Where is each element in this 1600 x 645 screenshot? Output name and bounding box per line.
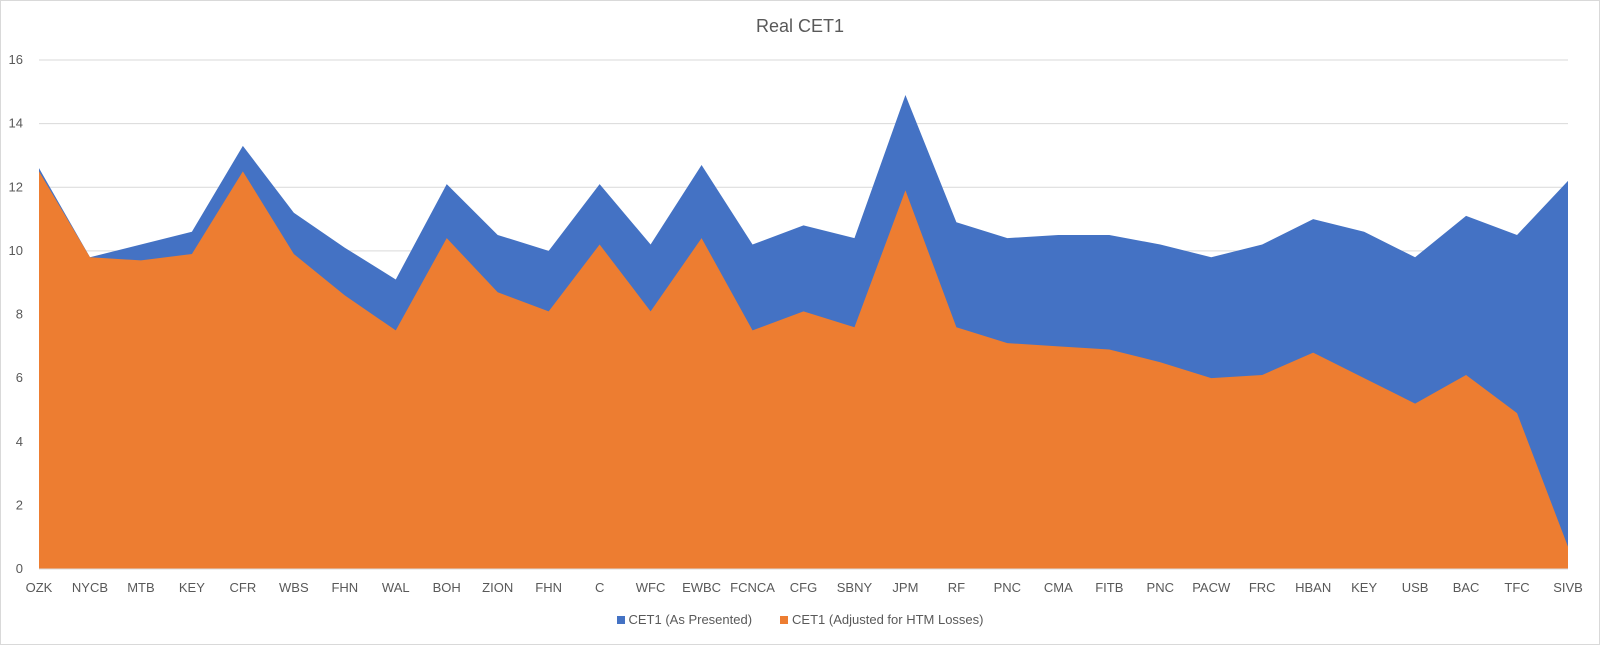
x-tick-label: WBS	[279, 580, 309, 595]
x-tick-label: FITB	[1095, 580, 1123, 595]
x-tick-label: CMA	[1044, 580, 1073, 595]
chart-title: Real CET1	[755, 16, 845, 36]
x-tick-label: OZK	[26, 580, 53, 595]
x-tick-label: ZION	[482, 580, 513, 595]
y-tick-label: 12	[9, 179, 23, 194]
x-tick-label: KEY	[1351, 580, 1377, 595]
y-tick-label: 0	[16, 561, 23, 576]
y-tick-label: 6	[16, 370, 23, 385]
x-tick-label: JPM	[892, 580, 918, 595]
x-tick-label: CFG	[790, 580, 817, 595]
area-series-adjusted	[39, 171, 1568, 569]
x-tick-label: WFC	[636, 580, 666, 595]
x-tick-label: CFR	[230, 580, 257, 595]
legend-label-as-presented: CET1 (As Presented)	[628, 612, 753, 627]
x-tick-label: SBNY	[837, 580, 873, 595]
x-tick-label: BOH	[433, 580, 461, 595]
x-tick-label: BAC	[1453, 580, 1480, 595]
legend-item-as-presented: CET1 (As Presented)	[616, 612, 753, 627]
x-tick-label: FCNCA	[730, 580, 775, 595]
x-tick-label: PACW	[1192, 580, 1231, 595]
x-tick-label: FRC	[1249, 580, 1276, 595]
x-tick-label: PNC	[994, 580, 1021, 595]
x-tick-label: C	[595, 580, 604, 595]
x-tick-label: EWBC	[682, 580, 721, 595]
y-tick-label: 8	[16, 307, 23, 322]
y-tick-label: 16	[9, 52, 23, 67]
x-tick-label: SIVB	[1553, 580, 1583, 595]
y-tick-label: 14	[9, 116, 23, 131]
x-tick-label: NYCB	[72, 580, 108, 595]
x-tick-label: TFC	[1504, 580, 1529, 595]
legend-label-adjusted: CET1 (Adjusted for HTM Losses)	[792, 612, 984, 627]
x-tick-label: MTB	[127, 580, 154, 595]
chart-legend: CET1 (As Presented) CET1 (Adjusted for H…	[0, 612, 1600, 627]
x-tick-label: FHN	[535, 580, 562, 595]
legend-swatch-adjusted	[780, 615, 789, 624]
x-tick-label: RF	[948, 580, 965, 595]
y-tick-label: 10	[9, 243, 23, 258]
y-tick-label: 4	[16, 434, 23, 449]
x-tick-label: FHN	[331, 580, 358, 595]
y-tick-label: 2	[16, 497, 23, 512]
x-tick-label: KEY	[179, 580, 205, 595]
x-tick-label: WAL	[382, 580, 410, 595]
x-tick-label: USB	[1402, 580, 1429, 595]
x-tick-label: PNC	[1147, 580, 1174, 595]
legend-item-adjusted: CET1 (Adjusted for HTM Losses)	[780, 612, 984, 627]
legend-swatch-as-presented	[616, 615, 625, 624]
x-tick-label: HBAN	[1295, 580, 1331, 595]
